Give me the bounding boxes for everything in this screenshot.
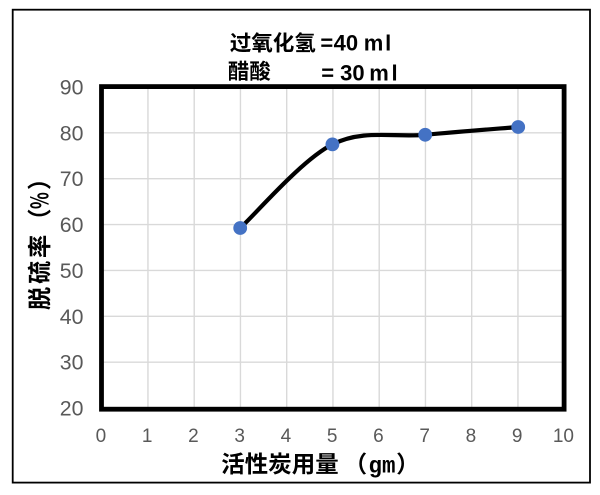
svg-text:70: 70 — [60, 167, 84, 191]
svg-text:l: l — [392, 61, 398, 86]
svg-text:gm: gm — [369, 453, 396, 479]
svg-text:60: 60 — [60, 213, 84, 237]
svg-text:l: l — [385, 30, 391, 55]
svg-text:20: 20 — [60, 397, 84, 421]
svg-text:4: 4 — [281, 426, 292, 447]
svg-text:7: 7 — [419, 426, 430, 447]
svg-text:5: 5 — [327, 426, 338, 447]
svg-text:=: = — [321, 61, 334, 86]
svg-text:10: 10 — [553, 426, 574, 447]
svg-text:40: 40 — [334, 30, 358, 55]
svg-text:80: 80 — [60, 121, 84, 145]
svg-text:40: 40 — [60, 305, 84, 329]
svg-text:1: 1 — [142, 426, 153, 447]
svg-text:m: m — [364, 30, 384, 55]
svg-text:8: 8 — [466, 426, 477, 447]
svg-text:3: 3 — [234, 426, 245, 447]
svg-text:0: 0 — [96, 426, 107, 447]
svg-text:6: 6 — [373, 426, 384, 447]
svg-text:m: m — [369, 61, 389, 86]
svg-text:50: 50 — [60, 259, 84, 283]
svg-text:2: 2 — [188, 426, 199, 447]
svg-text:90: 90 — [60, 76, 84, 100]
svg-text:30: 30 — [60, 351, 84, 375]
svg-text:9: 9 — [512, 426, 523, 447]
svg-text:=: = — [320, 30, 333, 55]
svg-text:30: 30 — [340, 61, 364, 86]
